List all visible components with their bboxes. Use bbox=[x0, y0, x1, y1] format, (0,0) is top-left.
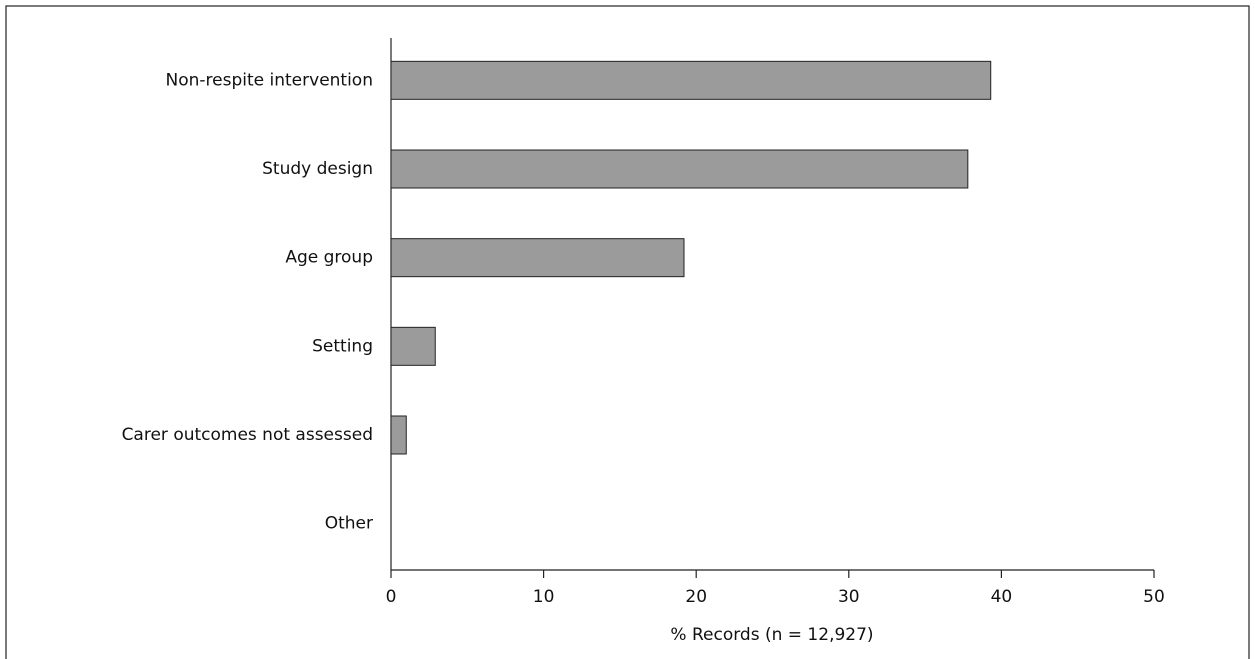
y-tick-label: Carer outcomes not assessed bbox=[122, 425, 373, 445]
y-tick-label: Other bbox=[325, 514, 373, 534]
x-tick-label: 30 bbox=[838, 587, 860, 607]
x-tick-label: 50 bbox=[1143, 587, 1165, 607]
bar bbox=[390, 238, 685, 278]
y-tick-label: Age group bbox=[285, 248, 373, 268]
x-tick-label: 0 bbox=[386, 587, 397, 607]
x-tick-label: 40 bbox=[991, 587, 1013, 607]
x-tick-label: 10 bbox=[533, 587, 555, 607]
frame bbox=[5, 5, 1250, 659]
bar bbox=[390, 60, 992, 100]
x-axis-title: % Records (n = 12,927) bbox=[670, 625, 873, 645]
bar bbox=[390, 149, 969, 189]
y-tick-label: Non-respite intervention bbox=[166, 70, 373, 90]
x-tick-label: 20 bbox=[685, 587, 707, 607]
bar bbox=[390, 326, 436, 366]
y-tick-label: Setting bbox=[312, 336, 373, 356]
bar bbox=[390, 415, 407, 455]
y-tick-label: Study design bbox=[262, 159, 373, 179]
